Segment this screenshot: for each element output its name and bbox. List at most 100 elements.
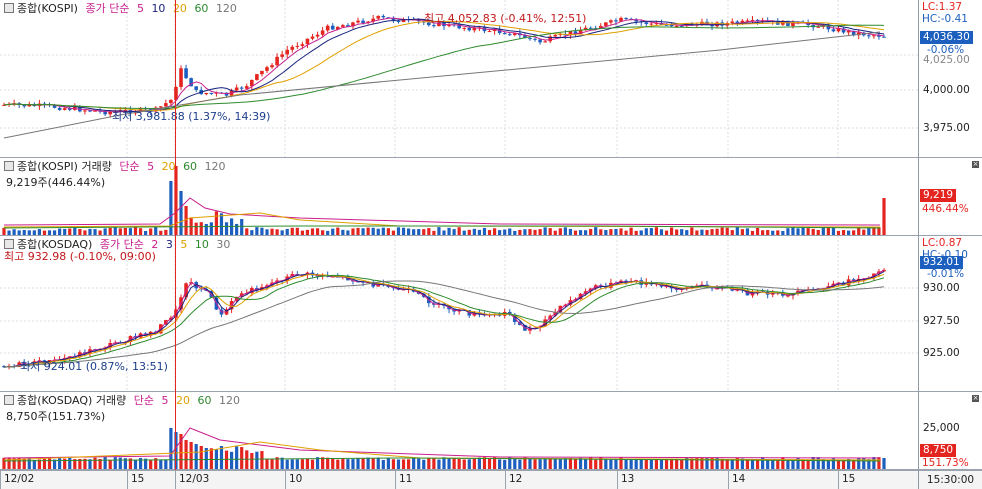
candle-body xyxy=(396,20,401,23)
volume-bar xyxy=(639,458,643,469)
volume-bar xyxy=(265,229,269,235)
volume-bar xyxy=(406,228,411,235)
candle-body xyxy=(462,27,467,29)
kosdaq-volume-bars[interactable] xyxy=(0,392,918,470)
kosdaq-volume-panel[interactable]: 종합(KOSDAQ) 거래량 단순 5 20 60 120 8,750주(151… xyxy=(0,392,918,470)
volume-bar xyxy=(725,459,729,469)
candle-body xyxy=(315,34,320,37)
volume-bar xyxy=(447,227,451,235)
volume-bar xyxy=(462,459,466,469)
kospi-candles[interactable] xyxy=(0,0,918,158)
close-icon[interactable]: × xyxy=(972,394,979,402)
volume-bar xyxy=(412,458,416,469)
kospi-volume-panel[interactable]: 종합(KOSPI) 거래량 단순 5 20 60 120 9,219주(446.… xyxy=(0,158,918,236)
volume-tag: 9,219 xyxy=(920,189,957,202)
ma5-label[interactable]: 5 xyxy=(147,160,155,173)
ma5-label[interactable]: 5 xyxy=(180,238,188,251)
candle-body xyxy=(502,33,507,35)
volume-bar xyxy=(386,228,390,235)
volume-bar xyxy=(836,230,841,235)
ma20-label[interactable]: 20 xyxy=(172,2,187,15)
volume-tag: 8,750 xyxy=(920,444,957,457)
candle-body xyxy=(194,86,198,90)
volume-bar xyxy=(710,229,714,235)
volume-bar xyxy=(685,230,689,235)
candle-body xyxy=(740,20,745,24)
ma2-label[interactable]: 2 xyxy=(151,238,159,251)
volume-bar xyxy=(321,457,325,469)
candle-body xyxy=(492,29,497,32)
volume-bar xyxy=(594,459,598,469)
kosdaq-volume-axis[interactable]: × 25,000 8,750 151.73% xyxy=(918,392,982,470)
volume-bar xyxy=(685,457,689,469)
candle-body xyxy=(52,104,57,108)
candle-body xyxy=(27,104,32,107)
kospi-price-axis[interactable]: LC:1.37 HC:-0.41 4,036.30 -0.06% 4,025.0… xyxy=(918,0,982,158)
volume-bar xyxy=(194,222,198,235)
volume-bar xyxy=(113,457,117,469)
kosdaq-price-axis[interactable]: LC:0.87 HC:-0.10 932.01 -0.01% 930.00 92… xyxy=(918,236,982,392)
ma5-line xyxy=(3,17,885,113)
volume-bar xyxy=(427,228,431,235)
candle-body xyxy=(280,54,284,57)
ma60-label[interactable]: 60 xyxy=(183,160,198,173)
volume-bar xyxy=(846,458,851,469)
candle-body xyxy=(487,31,492,33)
candle-body xyxy=(179,68,183,87)
kosdaq-price-panel[interactable]: 종합(KOSDAQ) 종가 단순 2 3 5 10 30 최고 932.98 (… xyxy=(0,236,918,392)
volume-bar xyxy=(776,230,780,235)
panel-menu-icon[interactable] xyxy=(4,239,14,249)
ma60-label[interactable]: 60 xyxy=(194,2,209,15)
ma20-label[interactable]: 20 xyxy=(161,160,176,173)
volume-bar xyxy=(462,230,466,235)
volume-bar xyxy=(78,228,82,235)
ma5-label[interactable]: 5 xyxy=(161,394,169,407)
candle-body xyxy=(103,111,107,115)
volume-bar xyxy=(189,442,193,469)
candle-body xyxy=(234,87,239,91)
panel-menu-icon[interactable] xyxy=(4,161,14,171)
ma10-label[interactable]: 10 xyxy=(194,238,209,251)
volume-bar xyxy=(568,228,573,235)
kospi-volume-bars[interactable] xyxy=(0,158,918,236)
panel-menu-icon[interactable] xyxy=(4,395,14,405)
time-axis[interactable]: 12/02 15 12/03 10 11 12 13 14 15 xyxy=(0,470,918,489)
ma120-label[interactable]: 120 xyxy=(215,2,237,15)
volume-bar xyxy=(867,228,871,235)
ma10-label[interactable]: 10 xyxy=(151,2,166,15)
ma20-label[interactable]: 20 xyxy=(175,394,190,407)
volume-bar xyxy=(214,211,219,235)
kosdaq-candles[interactable] xyxy=(0,236,918,392)
volume-bar xyxy=(149,459,153,469)
panel-menu-icon[interactable] xyxy=(4,3,14,13)
volume-bar xyxy=(472,228,476,235)
time-label: 15 xyxy=(842,473,856,485)
volume-bar xyxy=(37,229,42,235)
volume-bar xyxy=(290,227,294,235)
crosshair-line[interactable] xyxy=(175,0,176,470)
kospi-price-panel[interactable]: 종합(KOSPI) 종가 단순 5 10 20 60 120 최고 4,052.… xyxy=(0,0,918,158)
volume-bar xyxy=(872,227,876,235)
volume-bar xyxy=(452,229,456,235)
kospi-volume-axis[interactable]: × 9,219 446.44% xyxy=(918,158,982,236)
volume-bar xyxy=(720,458,724,469)
volume-bar xyxy=(290,459,294,469)
ma60-label[interactable]: 60 xyxy=(197,394,212,407)
ma5-label[interactable]: 5 xyxy=(136,2,144,15)
volume-bar xyxy=(12,229,16,235)
volume-bar xyxy=(664,230,669,235)
candle-body xyxy=(588,27,593,29)
ma120-label[interactable]: 120 xyxy=(204,160,226,173)
ma3-label[interactable]: 3 xyxy=(165,238,173,251)
ma30-label[interactable]: 30 xyxy=(216,238,231,251)
volume-bar xyxy=(745,459,750,469)
volume-bar xyxy=(821,459,825,469)
ma120-label[interactable]: 120 xyxy=(218,394,240,407)
volume-bar xyxy=(457,458,461,469)
close-icon[interactable]: × xyxy=(972,160,979,168)
volume-bar xyxy=(37,459,42,469)
volume-bar xyxy=(401,459,406,469)
candle-body xyxy=(472,27,477,31)
volume-name: 종합(KOSDAQ) 거래량 xyxy=(17,394,127,407)
candle-body xyxy=(679,25,684,27)
